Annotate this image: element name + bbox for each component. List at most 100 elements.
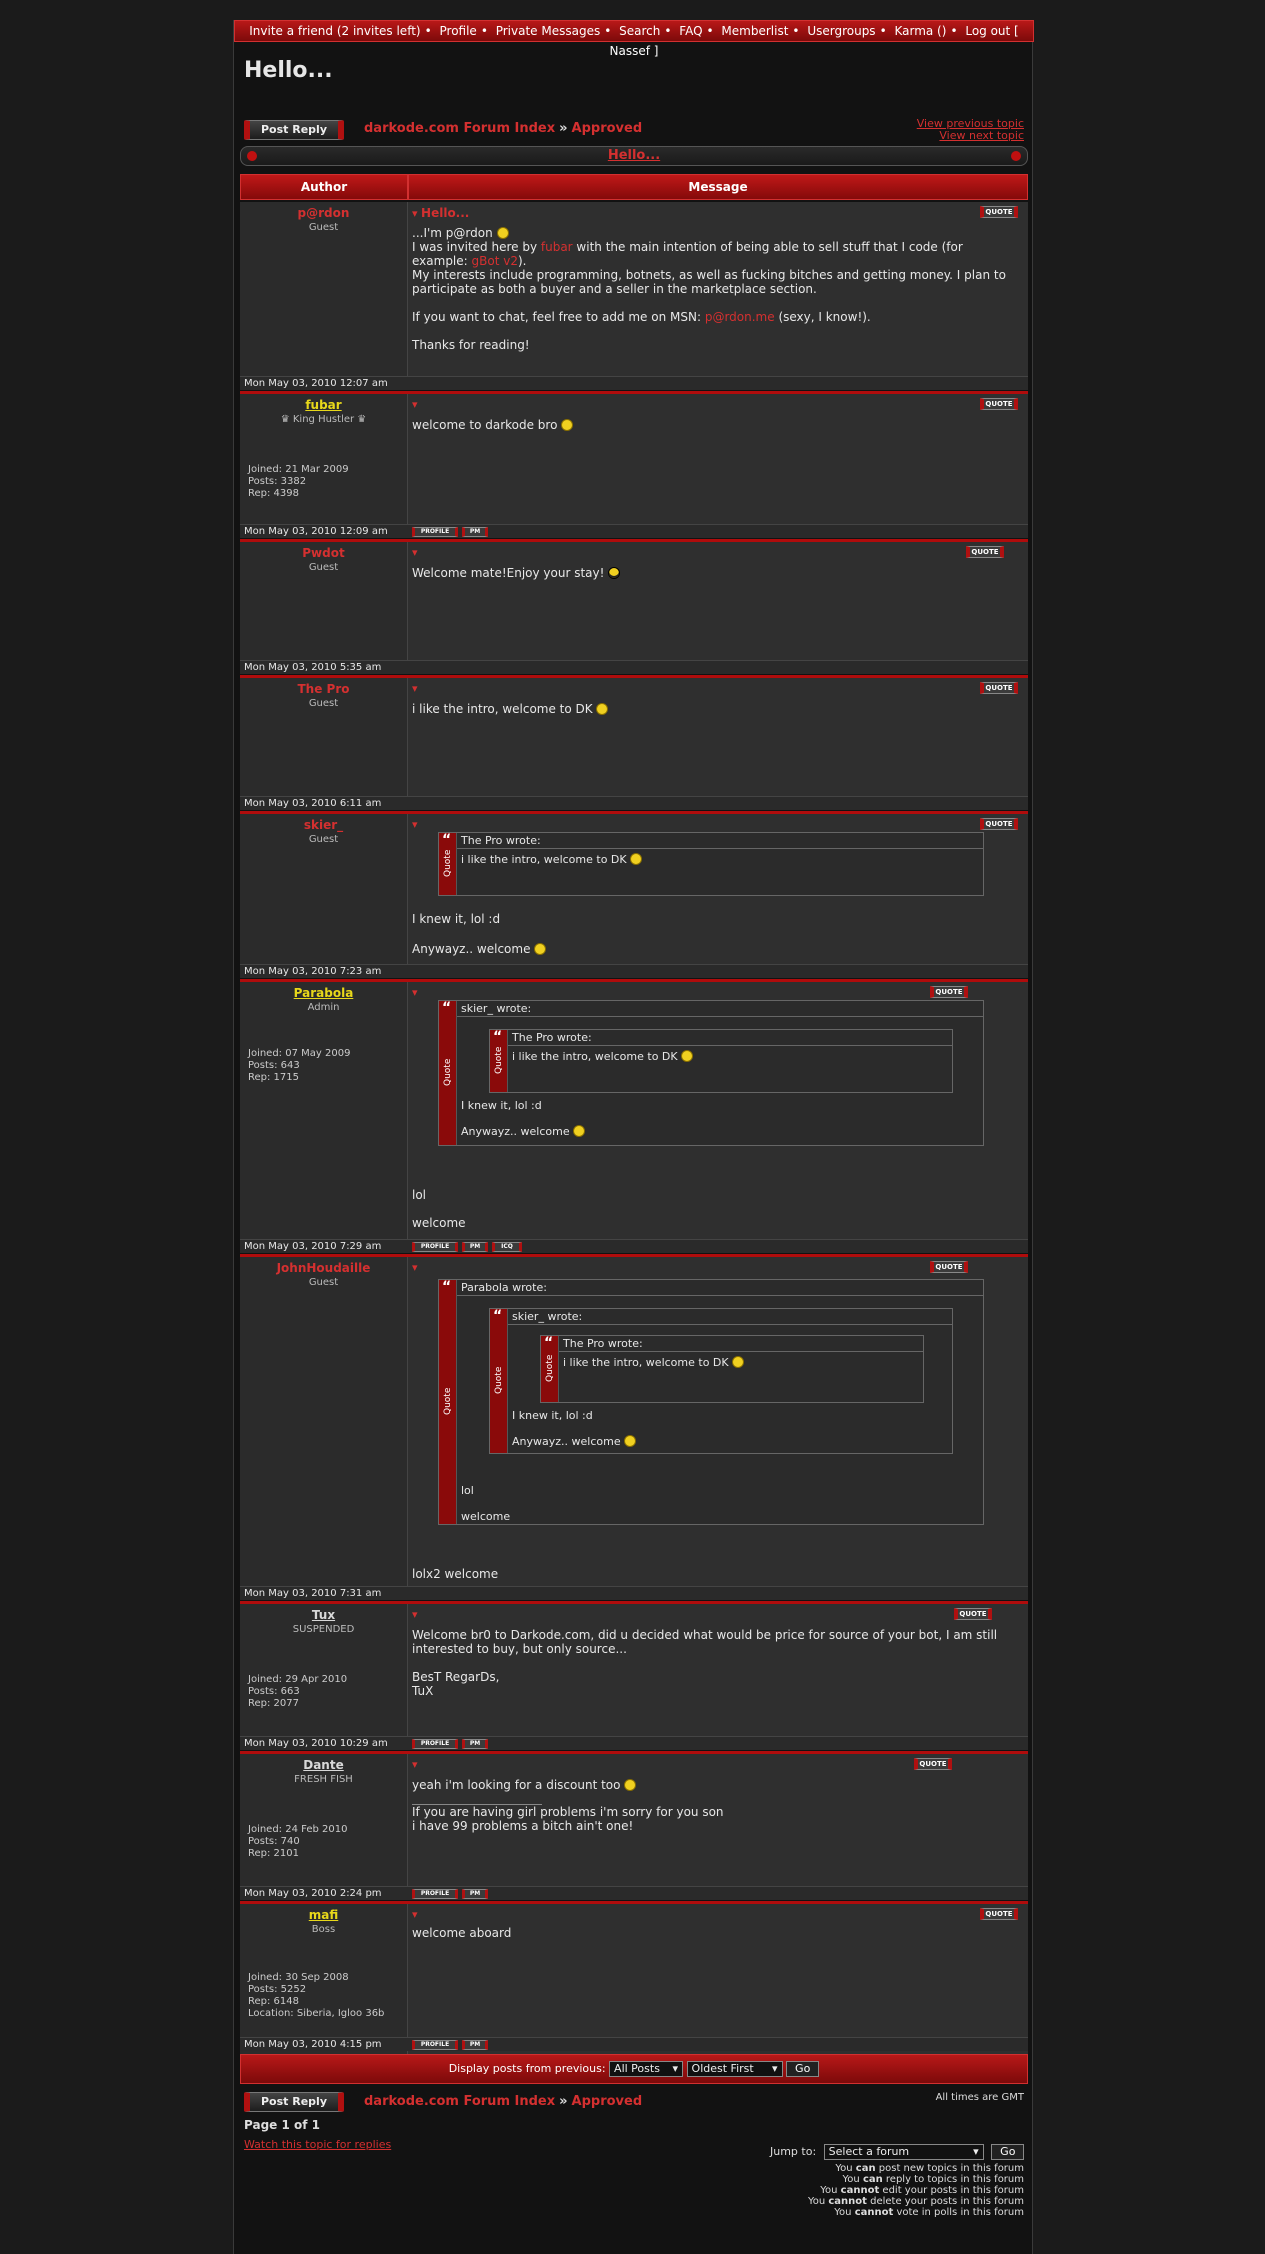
profile-button[interactable]: PROFILE [412, 1242, 458, 1252]
post-date: Mon May 03, 2010 4:15 pm [244, 2039, 382, 2050]
post-date: Mon May 03, 2010 7:23 am [244, 966, 382, 977]
post-date: Mon May 03, 2010 7:31 am [244, 1588, 382, 1599]
sort-go-button[interactable]: Go [786, 2061, 820, 2077]
author-name[interactable]: fubar [305, 398, 342, 412]
profile-button[interactable]: PROFILE [412, 1739, 458, 1749]
post: JohnHoudaille Guest ▾ QUOTE “Quote Parab… [240, 1257, 1028, 1604]
timezone-note: All times are GMT [935, 2092, 1024, 2103]
quote-bar: “Quote [541, 1336, 559, 1402]
pm-button[interactable]: PM [462, 1242, 488, 1252]
sort-order-select[interactable]: Oldest First ▾ [686, 2061, 783, 2077]
author-name[interactable]: mafi [308, 1908, 339, 1922]
breadcrumb: darkode.com Forum Index» Approved [364, 121, 643, 136]
author-name[interactable]: The Pro [297, 682, 350, 696]
nav-memberlist[interactable]: Memberlist [721, 24, 789, 38]
quote-button[interactable]: QUOTE [954, 1608, 992, 1620]
author-stats: Joined: 30 Sep 2008 Posts: 5252 Rep: 6148 L… [248, 1972, 385, 2019]
author-name[interactable]: Dante [303, 1758, 344, 1772]
author-rank: Admin [307, 1002, 340, 1013]
pm-button[interactable]: PM [462, 1739, 488, 1749]
breadcrumb: darkode.com Forum Index» Approved [364, 2094, 643, 2109]
quote-button[interactable]: QUOTE [966, 546, 1004, 558]
breadcrumb-forum[interactable]: Approved [571, 2094, 643, 2109]
author-name[interactable]: Pwdot [302, 546, 345, 560]
post-footer: Mon May 03, 2010 12:09 am PROFILE PM [240, 524, 1028, 538]
nav-logout[interactable]: Log out [ Nassef ] [609, 24, 1019, 58]
quote-button[interactable]: QUOTE [930, 1261, 968, 1273]
post-body: lolx2 welcome [412, 1567, 499, 1581]
nav-karma[interactable]: Karma () [894, 24, 947, 38]
nav-invite[interactable]: Invite a friend (2 invites left) [249, 24, 421, 38]
user-link[interactable]: fubar [540, 240, 573, 254]
post-reply-button[interactable]: Post Reply [244, 2092, 344, 2112]
quote-bar: “Quote [439, 833, 457, 895]
author-name[interactable]: Tux [311, 1608, 336, 1622]
author-cell: p@rdon Guest [240, 202, 408, 376]
permissions-list: You can post new topics in this forum Yo… [807, 2163, 1024, 2218]
quote-bar: “Quote [439, 1280, 457, 1524]
icq-button[interactable]: ICQ [492, 1242, 522, 1252]
author-rank: Guest [308, 222, 339, 233]
nested-quote-block: “Quote skier_ wrote: “Quote The Pro wrot… [489, 1308, 953, 1454]
nav-profile[interactable]: Profile [439, 24, 477, 38]
author-rank: FRESH FISH [294, 1774, 353, 1785]
profile-button[interactable]: PROFILE [412, 527, 458, 537]
breadcrumb-forum[interactable]: Approved [571, 121, 643, 136]
quote-icon: “ [442, 1279, 452, 1295]
post: fubar ♛ King Hustler ♛ Joined: 21 Mar 20… [240, 394, 1028, 542]
author-rank: Guest [308, 562, 339, 573]
sort-label: Display posts from previous: [448, 2062, 606, 2075]
quote-button[interactable]: QUOTE [930, 986, 968, 998]
posts-filter-select[interactable]: All Posts ▾ [609, 2061, 684, 2077]
profile-button[interactable]: PROFILE [412, 2040, 458, 2050]
quote-block: “Quote The Pro wrote: i like the intro, … [438, 832, 984, 896]
page-title: Hello... [244, 58, 333, 83]
author-rank: Boss [311, 1924, 336, 1935]
author-rank: Guest [308, 1277, 339, 1288]
pm-button[interactable]: PM [462, 2040, 488, 2050]
post-footer: Mon May 03, 2010 7:23 am [240, 964, 1028, 978]
message-cell: ▾ QUOTE “Quote skier_ wrote: “Quote The … [408, 982, 1028, 1239]
author-name[interactable]: skier_ [303, 818, 344, 832]
watch-topic-link[interactable]: Watch this topic for replies [244, 2138, 392, 2151]
author-name[interactable]: JohnHoudaille [276, 1261, 371, 1275]
quote-button[interactable]: QUOTE [980, 398, 1018, 410]
quote-button[interactable]: QUOTE [980, 206, 1018, 218]
nav-search[interactable]: Search [619, 24, 661, 38]
quote-button[interactable]: QUOTE [980, 682, 1018, 694]
next-topic-link[interactable]: View next topic [939, 129, 1024, 142]
topic-title[interactable]: Hello... [607, 148, 661, 163]
quote-bar: “Quote [490, 1309, 508, 1453]
smile-icon [624, 1435, 637, 1447]
nav-usergroups[interactable]: Usergroups [807, 24, 876, 38]
author-rank: Guest [308, 698, 339, 709]
breadcrumb-forum-index[interactable]: darkode.com Forum Index [364, 2094, 556, 2109]
quote-button[interactable]: QUOTE [914, 1758, 952, 1770]
nav-private-messages[interactable]: Private Messages [495, 24, 601, 38]
product-link[interactable]: gBot v2 [471, 254, 518, 268]
author-name[interactable]: Parabola [293, 986, 354, 1000]
quote-button[interactable]: QUOTE [980, 818, 1018, 830]
pm-button[interactable]: PM [462, 1889, 488, 1899]
post-body: yeah i'm looking for a discount too If y… [412, 1778, 724, 1833]
profile-button[interactable]: PROFILE [412, 1889, 458, 1899]
post-reply-button[interactable]: Post Reply [244, 120, 344, 140]
quote-author: The Pro wrote: [559, 1336, 923, 1352]
quote-author: skier_ wrote: [508, 1309, 952, 1325]
quote-button[interactable]: QUOTE [980, 1908, 1018, 1920]
forum-select[interactable]: Select a forum ▾ [823, 2144, 984, 2160]
post-marker-icon: ▾ [412, 1908, 418, 1921]
post: mafi Boss Joined: 30 Sep 2008 Posts: 5252… [240, 1904, 1028, 2056]
jump-go-button[interactable]: Go [991, 2144, 1025, 2160]
post: Pwdot Guest ▾ QUOTE Welcome mate!Enjoy y… [240, 542, 1028, 678]
pm-button[interactable]: PM [462, 527, 488, 537]
author-name[interactable]: p@rdon [297, 206, 350, 220]
quote-author: Parabola wrote: [457, 1280, 983, 1296]
msn-link[interactable]: p@rdon.me [704, 310, 775, 324]
post-date: Mon May 03, 2010 2:24 pm [244, 1888, 382, 1899]
previous-topic-link[interactable]: View previous topic [916, 117, 1024, 130]
quote-text: Anywayz.. welcome [461, 1125, 586, 1138]
breadcrumb-forum-index[interactable]: darkode.com Forum Index [364, 121, 556, 136]
post-footer: Mon May 03, 2010 12:07 am [240, 376, 1028, 390]
nav-faq[interactable]: FAQ [679, 24, 703, 38]
